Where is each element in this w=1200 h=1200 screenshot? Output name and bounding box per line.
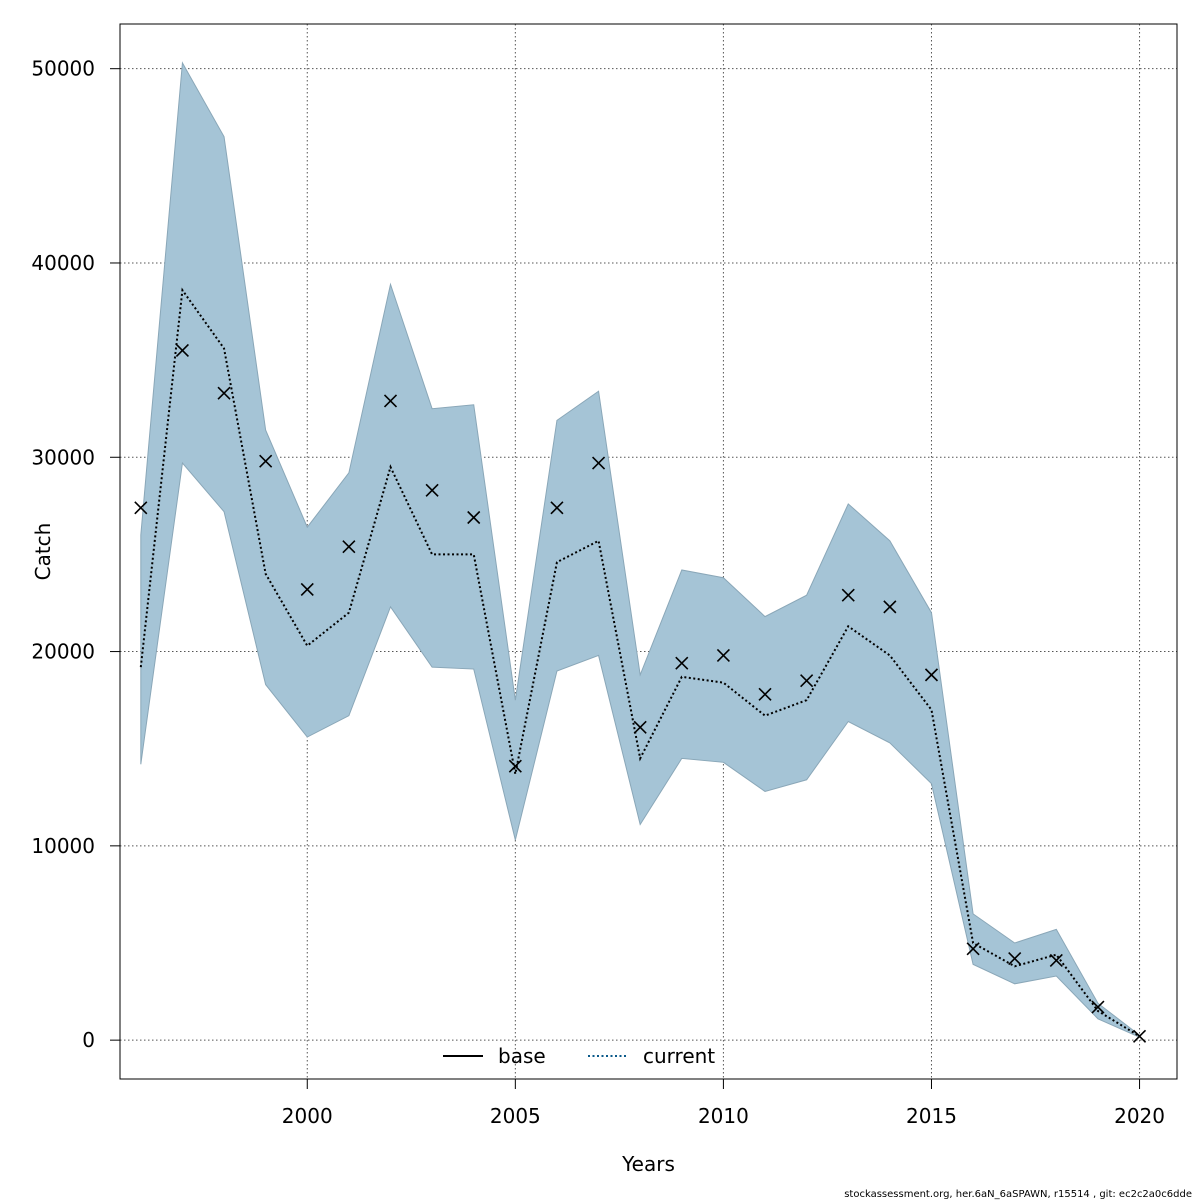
observed-point-2012-stroke-b — [800, 674, 814, 688]
x-tick-label-2010: 2010 — [698, 1104, 749, 1128]
observed-point-2003-stroke-b — [425, 483, 439, 497]
observed-point-2019 — [1091, 1000, 1105, 1014]
observed-point-2000 — [300, 582, 314, 596]
observed-point-2020-stroke-b — [1132, 1029, 1147, 1043]
observed-point-2011 — [758, 687, 772, 701]
observed-point-2006-stroke-b — [550, 501, 564, 515]
observed-point-2007-stroke-b — [591, 456, 606, 470]
observed-point-2016 — [966, 942, 980, 956]
observed-point-2012 — [800, 674, 814, 688]
observed-point-2002-stroke-b — [383, 394, 398, 408]
observed-point-2004-stroke-b — [467, 510, 481, 525]
observed-point-2008 — [633, 720, 647, 734]
observed-point-2020 — [1132, 1029, 1147, 1043]
confidence-band-layer — [140, 61, 1141, 1038]
observed-point-2000-stroke-b — [300, 582, 314, 596]
observed-point-1999-stroke-b — [259, 454, 273, 468]
current-line-layer — [139, 287, 1141, 1038]
observed-point-2001-stroke-b — [342, 540, 356, 554]
observed-point-2001 — [342, 540, 356, 554]
observed-point-2009-stroke-b — [675, 656, 689, 670]
observed-point-2018 — [1049, 953, 1063, 968]
observed-point-2016-stroke-b — [966, 942, 980, 956]
observed-markers-layer — [134, 343, 1147, 1043]
observed-point-2018-stroke-b — [1049, 953, 1063, 968]
x-tick-label-2005: 2005 — [490, 1104, 541, 1128]
plot-frame — [119, 23, 1178, 1080]
observed-point-1997 — [175, 343, 189, 357]
footer-credit: stockassessment.org, her.6aN_6aSPAWN, r1… — [844, 1189, 1192, 1200]
observed-point-2008-stroke-b — [633, 720, 647, 734]
y-tick-label-10000: 10000 — [31, 834, 95, 858]
x-tick-label-2000: 2000 — [282, 1104, 333, 1128]
observed-point-2005 — [508, 759, 522, 773]
y-tick-label-20000: 20000 — [31, 640, 95, 664]
observed-point-2007 — [591, 456, 606, 470]
observed-point-2014 — [883, 600, 897, 614]
y-tick-label-30000: 30000 — [31, 445, 95, 469]
observed-point-2019-stroke-b — [1091, 1000, 1105, 1014]
observed-point-2017-stroke-b — [1008, 951, 1022, 966]
observed-point-2006 — [550, 501, 564, 515]
observed-point-2014-stroke-b — [883, 600, 897, 614]
observed-point-2010-stroke-b — [716, 648, 730, 663]
observed-point-2015-stroke-b — [924, 668, 939, 682]
observed-point-2011-stroke-b — [758, 687, 772, 701]
y-axis: 0 10000 20000 30000 40000 50000 — [31, 57, 120, 1052]
confidence-band — [140, 61, 1141, 1038]
x-axis-title: Years — [621, 1152, 675, 1176]
legend: base current — [443, 1044, 715, 1068]
observed-point-2013-stroke-b — [841, 588, 855, 602]
observed-point-2002 — [383, 394, 398, 408]
legend-current-label: current — [643, 1044, 715, 1068]
x-tick-label-2020: 2020 — [1114, 1104, 1165, 1128]
y-tick-label-50000: 50000 — [31, 57, 95, 81]
observed-point-2015 — [924, 668, 939, 682]
observed-point-2003 — [425, 483, 439, 497]
observed-point-1998 — [217, 386, 231, 400]
observed-point-2013 — [841, 588, 855, 602]
y-tick-label-0: 0 — [82, 1028, 95, 1052]
x-tick-label-2015: 2015 — [906, 1104, 957, 1128]
y-axis-title: Catch — [31, 523, 55, 581]
observed-point-2005-stroke-b — [508, 759, 522, 773]
observed-point-1999 — [259, 454, 273, 468]
observed-point-1997-stroke-b — [175, 343, 189, 357]
y-tick-label-40000: 40000 — [31, 251, 95, 275]
observed-point-1996 — [134, 501, 148, 515]
observed-point-2017 — [1008, 951, 1022, 966]
observed-point-1998-stroke-b — [217, 386, 231, 400]
observed-point-2004 — [467, 510, 481, 525]
observed-point-2009 — [675, 656, 689, 670]
observed-point-1996-stroke-b — [134, 501, 148, 515]
current-series-line — [139, 287, 1141, 1038]
x-axis: 2000 2005 2010 2015 2020 — [282, 1079, 1165, 1128]
legend-base-label: base — [498, 1044, 546, 1068]
observed-point-2010 — [716, 648, 730, 663]
